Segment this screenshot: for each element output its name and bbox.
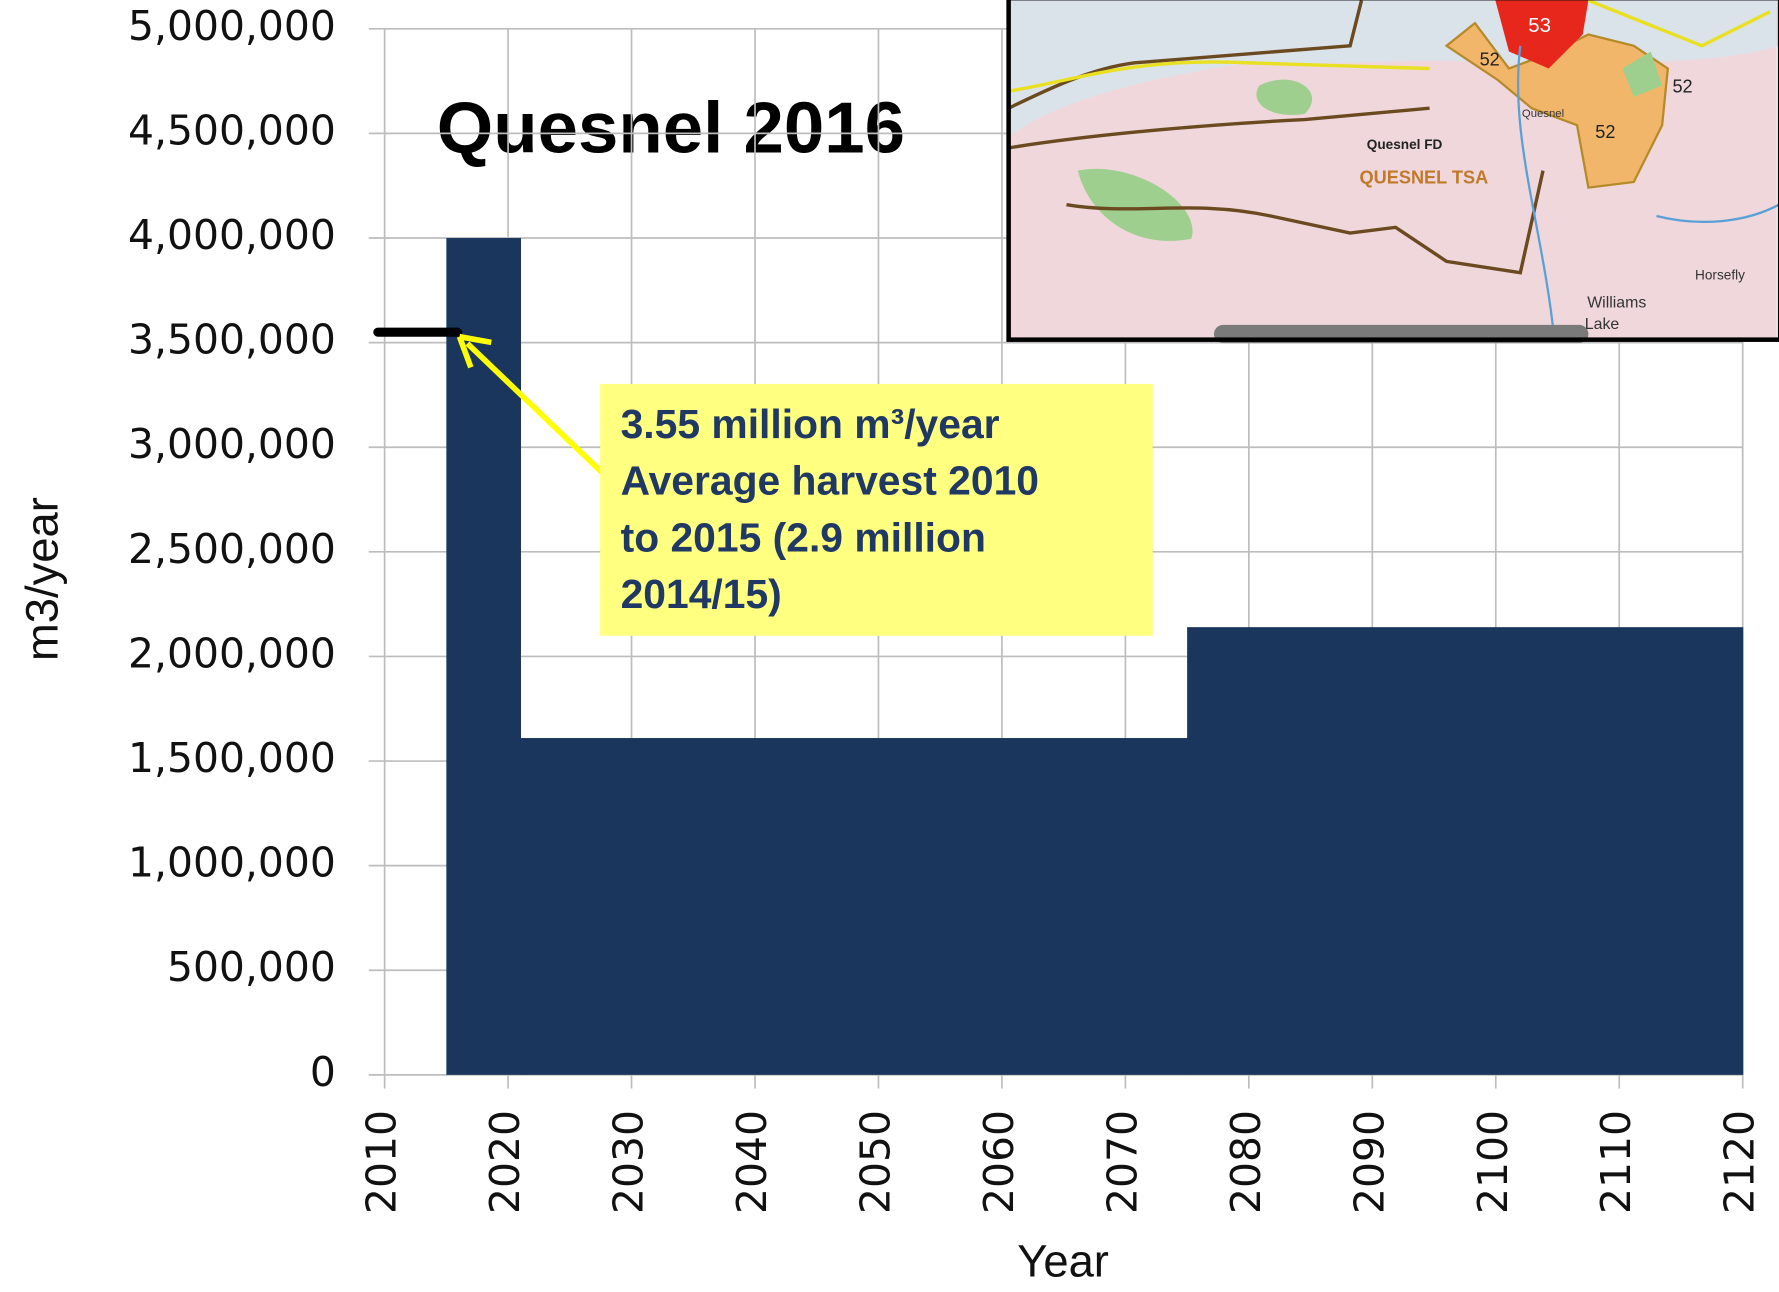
chart-title: Quesnel 2016 [437, 87, 905, 168]
map-label: QUESNEL TSA [1360, 167, 1489, 187]
y-axis-label: m3/year [16, 497, 67, 661]
y-tick-label: 1,000,000 [128, 839, 336, 887]
x-tick-label: 2060 [975, 1110, 1023, 1214]
annotation-text: 3.55 million m³/year [621, 401, 1000, 447]
x-tick-label: 2100 [1469, 1110, 1517, 1214]
map-label: 53 [1528, 15, 1551, 37]
map-label: Williams [1587, 295, 1646, 312]
map-label: Horsefly [1695, 268, 1745, 283]
y-tick-label: 3,500,000 [128, 316, 336, 364]
map-label: Quesnel [1522, 108, 1564, 120]
map-label: 52 [1672, 77, 1692, 97]
x-axis-label: Year [1017, 1235, 1109, 1286]
y-tick-label: 4,500,000 [128, 106, 336, 154]
y-tick-label: 0 [310, 1048, 336, 1096]
x-tick-label: 2120 [1716, 1110, 1764, 1214]
x-tick-label: 2070 [1098, 1110, 1146, 1214]
x-tick-label: 2010 [358, 1110, 406, 1214]
x-tick-label: 2110 [1592, 1110, 1640, 1214]
x-tick-label: 2050 [851, 1110, 899, 1214]
map-label: Lake [1585, 316, 1620, 333]
x-tick-label: 2020 [481, 1110, 529, 1214]
x-tick-label: 2040 [728, 1110, 776, 1214]
annotation-text: to 2015 (2.9 million [621, 514, 986, 560]
annotation-text: Average harvest 2010 [621, 458, 1039, 504]
step-segment [520, 738, 1187, 1075]
map-label: 52 [1480, 49, 1500, 69]
x-tick-label: 2080 [1222, 1110, 1270, 1214]
x-tick-label: 2090 [1345, 1110, 1393, 1214]
y-tick-label: 500,000 [167, 943, 336, 991]
step-segment [1187, 627, 1743, 1075]
y-tick-label: 4,000,000 [128, 211, 336, 259]
y-tick-label: 3,000,000 [128, 420, 336, 468]
step-segment [446, 238, 521, 1075]
y-tick-label: 2,000,000 [128, 629, 336, 677]
annotation-text: 2014/15) [621, 571, 782, 617]
y-tick-label: 1,500,000 [128, 734, 336, 782]
map-inset: 53 52 52 52 Quesnel Quesnel FD QUESNEL TSA Hors… [1009, 0, 1779, 343]
map-label: Quesnel FD [1367, 137, 1443, 152]
chart: Quesnel 2016 m3/year Year 0 500,000 1,000,… [0, 0, 1779, 1292]
y-tick-label: 2,500,000 [128, 525, 336, 573]
x-tick-label: 2030 [605, 1110, 653, 1214]
y-tick-label: 5,000,000 [128, 2, 336, 50]
map-label: 52 [1595, 122, 1615, 142]
